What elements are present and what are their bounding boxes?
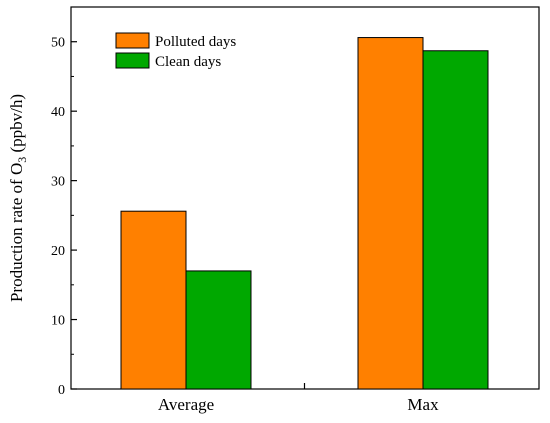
y-tick-label: 10 <box>51 314 65 329</box>
y-axis-title-suffix: (ppbv/h) <box>7 94 26 157</box>
legend-label-clean-days: Clean days <box>155 54 221 70</box>
legend-label-polluted-days: Polluted days <box>155 34 236 50</box>
x-tick-label-average: Average <box>158 395 214 414</box>
legend-swatch-polluted-days <box>115 32 150 49</box>
bar-clean-days-average <box>185 270 252 390</box>
y-tick-label: 0 <box>58 383 65 398</box>
bar-clean-days-max <box>422 50 489 390</box>
bars-layer <box>120 37 489 390</box>
y-axis-title: Production rate of O3 (ppbv/h) <box>7 94 29 302</box>
y-tick-label: 50 <box>51 36 65 51</box>
bar-polluted-days-max <box>357 37 424 390</box>
x-tick-label-max: Max <box>407 395 439 414</box>
y-axis-title-main: Production rate of O <box>7 163 26 302</box>
legend-swatch-clean-days <box>115 52 150 69</box>
bar-polluted-days-average <box>120 210 187 390</box>
y-axis-title-subscript: 3 <box>15 157 29 163</box>
y-tick-label: 30 <box>51 175 65 190</box>
y-tick-label: 20 <box>51 244 65 259</box>
ticks-layer: 0 10 20 30 40 50 Average Max <box>51 36 439 414</box>
legend: Polluted days Clean days <box>115 32 236 70</box>
y-tick-label: 40 <box>51 105 65 120</box>
